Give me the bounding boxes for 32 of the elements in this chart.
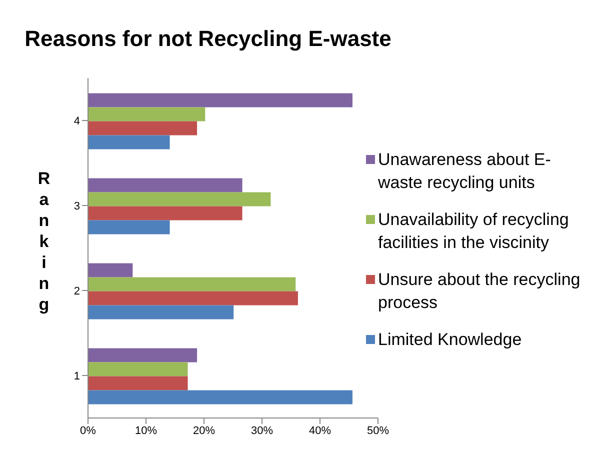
y-tick-label: 4 bbox=[74, 115, 80, 128]
legend-label: Unsure about the recycling process bbox=[378, 269, 582, 314]
x-tick-label: 50% bbox=[366, 424, 390, 437]
x-tick-label: 30% bbox=[250, 424, 274, 437]
x-tick-label: 0% bbox=[80, 424, 96, 437]
bar bbox=[88, 348, 198, 362]
legend-label: Limited Knowledge bbox=[378, 329, 522, 351]
y-tick-label: 3 bbox=[74, 200, 80, 212]
legend-label: Unavailability of recycling facilities in the viscinity bbox=[378, 209, 570, 254]
legend-label: Unawareness about E-waste recycling units bbox=[378, 149, 552, 194]
bar bbox=[88, 390, 352, 404]
bar bbox=[88, 192, 271, 206]
chart-title: Reasons for not Recycling E-waste bbox=[24, 26, 392, 52]
x-tick-label: 10% bbox=[134, 424, 158, 437]
bar bbox=[88, 362, 188, 376]
y-tick-label: 1 bbox=[74, 370, 80, 382]
x-tick-label: 20% bbox=[192, 424, 216, 437]
bar bbox=[88, 291, 298, 306]
y-axis-title: Ranking bbox=[36, 168, 52, 315]
y-tick-label: 2 bbox=[74, 285, 80, 298]
bar bbox=[88, 220, 170, 234]
bar bbox=[88, 121, 198, 136]
bar bbox=[88, 107, 206, 122]
bar bbox=[88, 263, 133, 278]
bar bbox=[88, 305, 234, 320]
x-tick-label: 40% bbox=[308, 424, 332, 437]
bar bbox=[88, 206, 242, 220]
bar bbox=[88, 135, 170, 150]
bar bbox=[88, 178, 242, 192]
bar bbox=[88, 277, 296, 292]
bar bbox=[88, 376, 188, 390]
bar bbox=[88, 93, 352, 108]
